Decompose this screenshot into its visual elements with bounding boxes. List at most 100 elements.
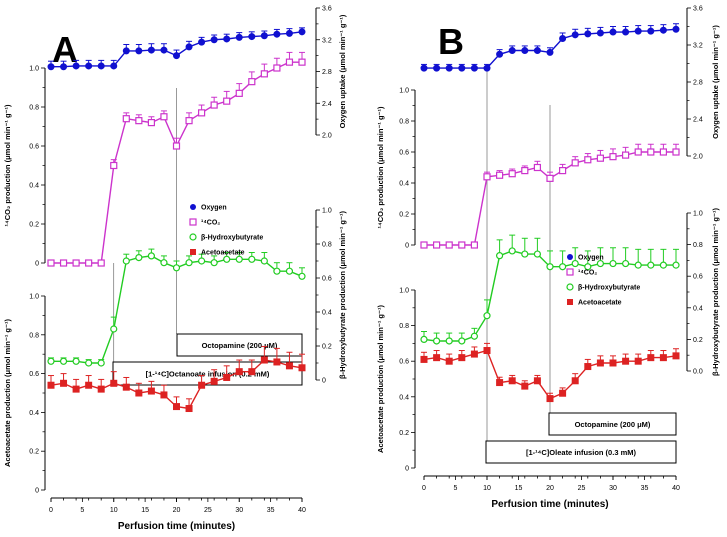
data-point — [260, 70, 268, 78]
left_top-tick-label: 0.6 — [29, 144, 39, 151]
octopamine-label: Octopamine (200 μM) — [575, 420, 651, 429]
data-point — [273, 64, 281, 72]
data-point — [433, 337, 441, 345]
octopamine-box — [548, 412, 677, 436]
data-point — [571, 377, 579, 385]
data-point — [72, 357, 80, 365]
data-point — [135, 47, 143, 55]
data-point — [72, 385, 80, 393]
data-point — [60, 379, 68, 387]
data-point — [248, 78, 256, 86]
right_top-tick-label: 2.8 — [693, 80, 703, 87]
data-point — [248, 368, 256, 376]
data-point — [470, 241, 478, 249]
left_bottom-tick-label: 0.6 — [399, 359, 409, 366]
data-point — [584, 30, 592, 38]
right_mid-tick-label: 0 — [322, 378, 326, 385]
data-point — [85, 62, 93, 70]
data-point — [659, 26, 667, 34]
data-point — [521, 382, 529, 390]
data-point — [248, 255, 256, 263]
right_mid-tick-label: 0.2 — [693, 337, 703, 344]
data-point — [483, 64, 491, 72]
data-point — [420, 241, 428, 249]
data-point — [508, 47, 516, 55]
data-point — [173, 52, 180, 60]
data-point — [596, 29, 604, 37]
data-point — [672, 352, 680, 360]
data-point — [433, 64, 441, 72]
data-point — [210, 259, 218, 267]
series-acetoacetate — [420, 342, 680, 403]
data-point — [659, 354, 667, 362]
panel-letter: B — [438, 21, 464, 62]
legend-marker — [189, 233, 197, 241]
data-point — [122, 383, 130, 391]
data-point — [496, 171, 504, 179]
data-point — [458, 337, 466, 345]
data-point — [470, 350, 478, 358]
series-14co2 — [47, 51, 306, 267]
data-point — [147, 118, 155, 127]
left_bottom-tick-label: 1.0 — [29, 294, 39, 301]
data-point — [198, 257, 206, 265]
data-point — [521, 250, 529, 258]
legend-label: β-Hydroxybutyrate — [201, 235, 263, 242]
data-point — [521, 167, 529, 175]
legend-label: Acetoacetate — [578, 300, 622, 307]
data-point — [621, 151, 630, 159]
data-point — [97, 62, 105, 70]
data-point — [496, 50, 504, 58]
data-point — [647, 148, 655, 156]
x-tick-label: 0 — [422, 485, 426, 492]
x-tick-label: 40 — [672, 485, 680, 492]
data-point — [558, 167, 567, 175]
x-tick-label: 10 — [483, 485, 491, 492]
data-point — [122, 257, 130, 265]
data-point — [85, 359, 93, 367]
data-point — [198, 109, 206, 117]
data-point — [445, 357, 453, 365]
left_top-tick-label: 0.4 — [29, 183, 39, 190]
data-point — [546, 263, 554, 271]
x-tick-label: 30 — [235, 507, 243, 514]
data-point — [122, 47, 130, 55]
left_top-tick-label: 0.8 — [399, 119, 409, 126]
data-point — [622, 357, 630, 365]
x-tick-label: 35 — [267, 507, 275, 514]
data-point — [235, 255, 243, 263]
data-point — [47, 259, 55, 267]
x-axis-label: Perfusion time (minutes) — [491, 499, 608, 510]
x-tick-label: 15 — [141, 507, 149, 514]
data-point — [571, 31, 579, 39]
data-point — [609, 28, 617, 36]
data-point — [559, 35, 567, 43]
data-point — [609, 359, 617, 367]
left_top-tick-label: 1.0 — [29, 66, 39, 73]
data-point — [621, 259, 630, 268]
left_bottom-tick-label: 0.8 — [399, 323, 409, 330]
data-point — [260, 32, 268, 40]
data-point — [298, 58, 306, 66]
data-point — [559, 389, 567, 397]
data-point — [571, 159, 579, 167]
data-point — [260, 356, 268, 364]
legend-marker — [190, 249, 196, 255]
data-point — [596, 359, 604, 367]
data-point — [198, 381, 206, 389]
x-tick-label: 10 — [110, 507, 118, 514]
right_mid-tick-label: 0.0 — [693, 369, 703, 376]
data-point — [659, 261, 668, 269]
legend-label: β-Hydroxybutyrate — [578, 285, 640, 292]
data-point — [47, 357, 55, 365]
data-point — [59, 357, 68, 365]
legend: Oxygen ¹⁴CO₂ β-Hydroxybutyrate Acetoacetate — [189, 204, 263, 257]
x-tick-label: 40 — [298, 507, 306, 514]
data-point — [596, 154, 605, 162]
x-tick-label: 15 — [515, 485, 523, 492]
data-point — [85, 381, 93, 389]
legend-marker — [190, 204, 196, 210]
data-point — [185, 43, 193, 51]
data-point — [59, 259, 68, 267]
data-point — [285, 58, 294, 66]
